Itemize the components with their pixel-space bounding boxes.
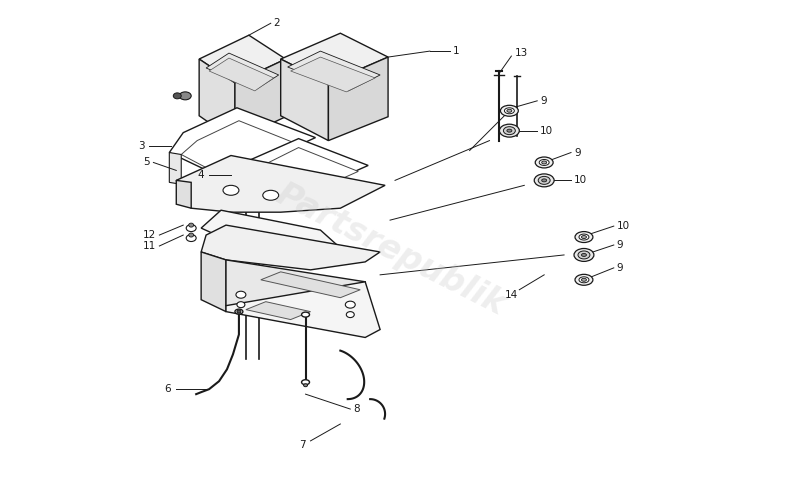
Text: 10: 10: [617, 221, 630, 231]
Polygon shape: [226, 282, 380, 338]
Polygon shape: [246, 302, 310, 319]
Text: 9: 9: [540, 96, 547, 106]
Text: 8: 8: [354, 404, 360, 414]
Ellipse shape: [578, 251, 590, 259]
Polygon shape: [290, 57, 375, 92]
Ellipse shape: [507, 129, 512, 132]
Ellipse shape: [186, 235, 196, 242]
Text: 13: 13: [514, 48, 527, 58]
Text: 4: 4: [198, 171, 204, 180]
Polygon shape: [329, 57, 388, 141]
Polygon shape: [170, 152, 182, 184]
Polygon shape: [281, 33, 388, 83]
Ellipse shape: [542, 179, 546, 182]
Polygon shape: [209, 58, 274, 91]
Polygon shape: [201, 252, 226, 312]
Ellipse shape: [189, 233, 194, 237]
Polygon shape: [231, 139, 368, 196]
Ellipse shape: [535, 157, 553, 168]
Text: 12: 12: [143, 230, 156, 240]
Text: 11: 11: [143, 241, 156, 251]
Ellipse shape: [542, 161, 546, 164]
Polygon shape: [199, 59, 235, 141]
Text: 3: 3: [138, 141, 145, 150]
Text: 6: 6: [165, 384, 171, 394]
Ellipse shape: [503, 127, 515, 135]
Polygon shape: [170, 108, 315, 172]
Ellipse shape: [582, 253, 586, 256]
Text: 1: 1: [453, 46, 459, 56]
Ellipse shape: [505, 108, 514, 114]
Text: 2: 2: [274, 18, 280, 28]
Text: 10: 10: [540, 125, 554, 136]
Text: 10: 10: [574, 175, 587, 185]
Text: 9: 9: [617, 263, 623, 273]
Ellipse shape: [582, 278, 586, 281]
Ellipse shape: [179, 92, 191, 100]
Polygon shape: [199, 35, 286, 83]
Ellipse shape: [223, 185, 239, 196]
Ellipse shape: [346, 301, 355, 308]
Ellipse shape: [575, 274, 593, 285]
Polygon shape: [176, 180, 191, 208]
Text: Partsrepublik: Partsrepublik: [270, 178, 510, 322]
Ellipse shape: [534, 174, 554, 187]
Ellipse shape: [346, 312, 354, 318]
Ellipse shape: [186, 224, 196, 232]
Ellipse shape: [302, 380, 310, 385]
Ellipse shape: [237, 310, 241, 313]
Ellipse shape: [174, 93, 182, 99]
Polygon shape: [243, 147, 358, 197]
Ellipse shape: [235, 309, 243, 314]
Polygon shape: [201, 210, 340, 255]
Ellipse shape: [303, 384, 307, 387]
Ellipse shape: [236, 291, 246, 298]
Ellipse shape: [574, 248, 594, 261]
Polygon shape: [261, 272, 360, 298]
Polygon shape: [206, 53, 278, 89]
Polygon shape: [281, 59, 329, 141]
Polygon shape: [176, 155, 385, 212]
Polygon shape: [201, 225, 380, 270]
Text: 14: 14: [505, 290, 518, 300]
Polygon shape: [226, 260, 365, 327]
Text: 5: 5: [143, 157, 150, 168]
Polygon shape: [288, 51, 380, 91]
Polygon shape: [182, 121, 298, 174]
Ellipse shape: [262, 190, 278, 200]
Polygon shape: [235, 59, 286, 141]
Ellipse shape: [538, 176, 550, 184]
Ellipse shape: [579, 277, 589, 283]
Ellipse shape: [575, 232, 593, 243]
Ellipse shape: [189, 223, 194, 227]
Ellipse shape: [499, 124, 519, 137]
Ellipse shape: [302, 312, 310, 317]
Ellipse shape: [507, 109, 512, 112]
Ellipse shape: [501, 105, 518, 116]
Ellipse shape: [237, 302, 245, 308]
Text: 7: 7: [299, 440, 306, 450]
Ellipse shape: [539, 159, 549, 166]
Ellipse shape: [582, 236, 586, 239]
Ellipse shape: [579, 234, 589, 240]
Text: 9: 9: [574, 147, 581, 157]
Text: 9: 9: [617, 240, 623, 250]
